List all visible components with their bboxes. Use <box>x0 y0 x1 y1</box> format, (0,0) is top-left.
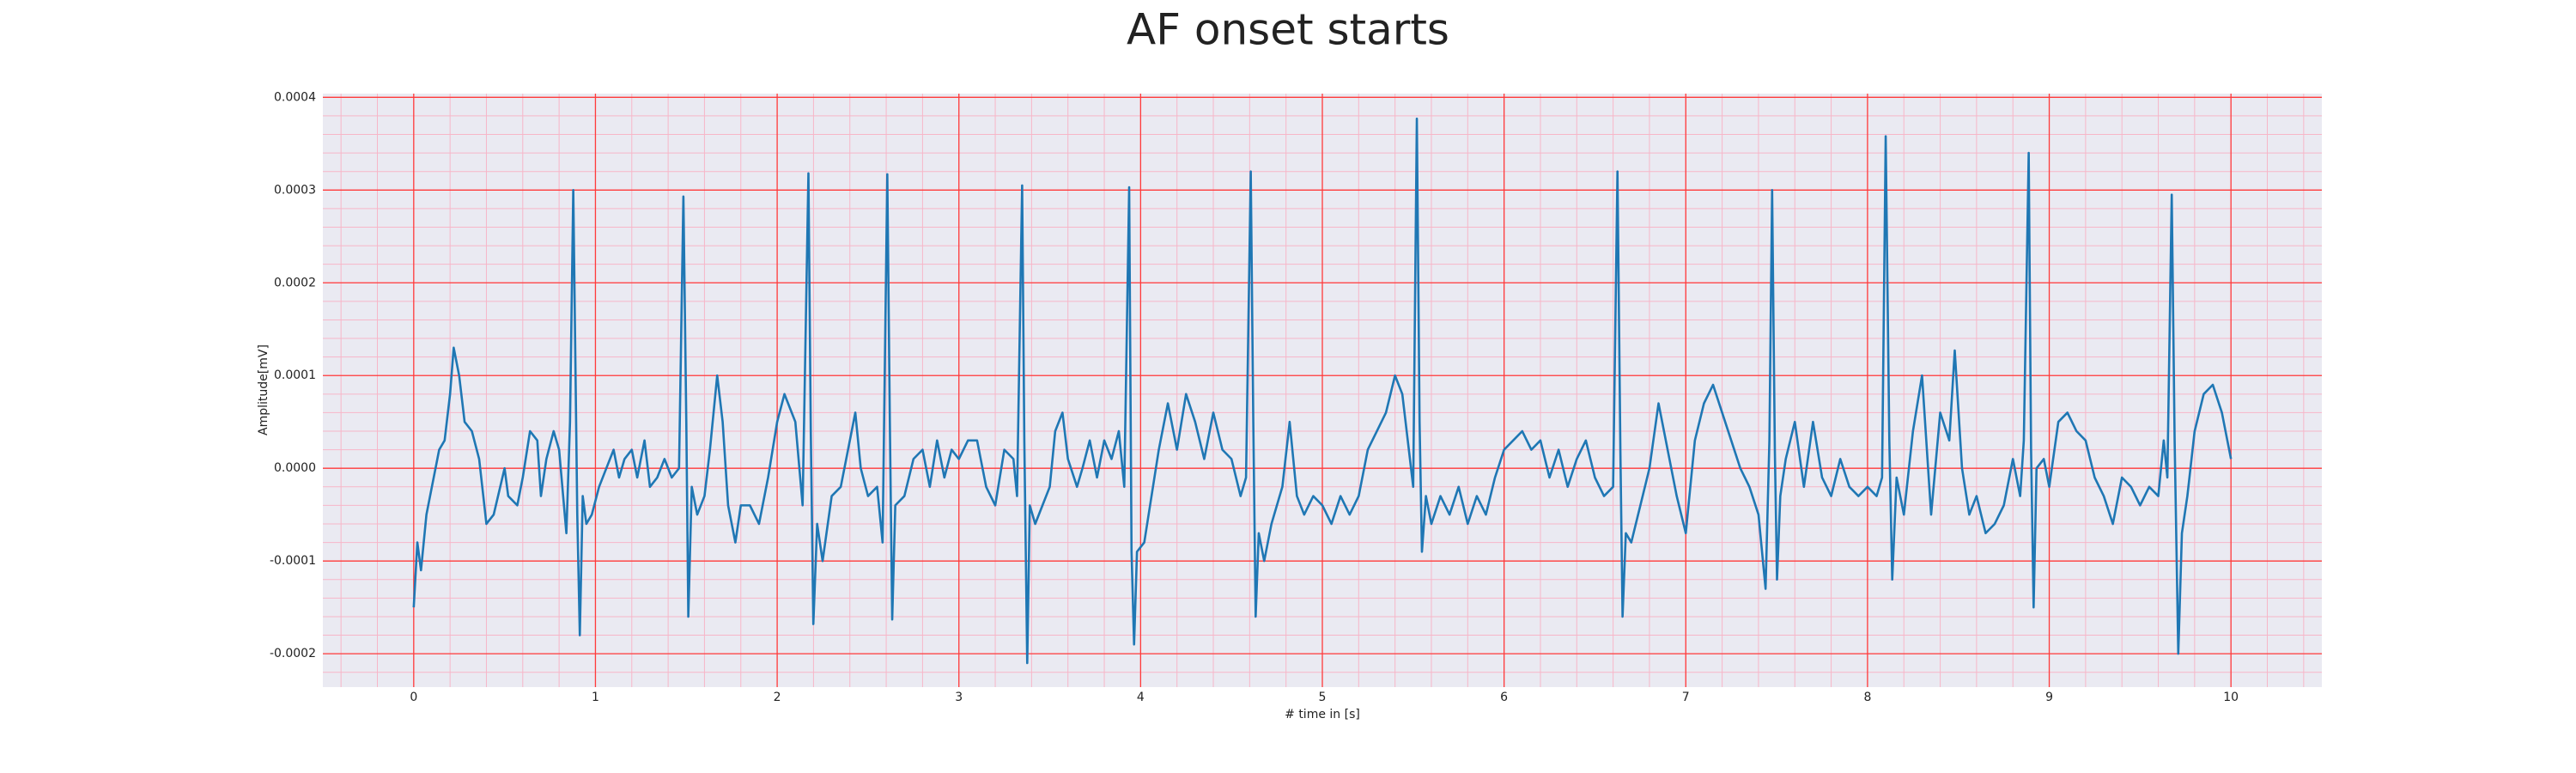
y-tick-label: -0.0002 <box>270 647 316 660</box>
y-tick-label: -0.0001 <box>270 554 316 568</box>
y-tick-label: 0.0001 <box>274 368 316 382</box>
x-tick-label: 7 <box>1682 691 1690 704</box>
x-tick-label: 9 <box>2045 691 2053 704</box>
x-tick-label: 0 <box>410 691 417 704</box>
y-axis-label: Amplitude[mV] <box>257 344 270 435</box>
x-tick-label: 3 <box>955 691 963 704</box>
x-tick-label: 4 <box>1137 691 1145 704</box>
y-tick-label: 0.0004 <box>274 90 316 104</box>
x-tick-label: 2 <box>774 691 781 704</box>
x-tick-label: 10 <box>2223 691 2239 704</box>
x-tick-label: 1 <box>592 691 599 704</box>
x-axis-label: # time in [s] <box>1285 708 1360 721</box>
major-grid <box>323 94 2322 687</box>
y-tick-label: 0.0002 <box>274 276 316 289</box>
data-line <box>412 117 2233 665</box>
data-layer <box>412 117 2233 665</box>
chart-title: AF onset starts <box>1127 5 1449 55</box>
y-tick-label: 0.0000 <box>274 461 316 475</box>
x-tick-label: 5 <box>1319 691 1327 704</box>
y-tick-label: 0.0003 <box>274 183 316 197</box>
x-tick-label: 6 <box>1500 691 1508 704</box>
x-tick-label: 8 <box>1863 691 1871 704</box>
labels: 0 1 2 3 4 5 6 7 8 9 10 -0.0002 -0.0001 0.0000 0.0001 0.… <box>270 90 2239 704</box>
